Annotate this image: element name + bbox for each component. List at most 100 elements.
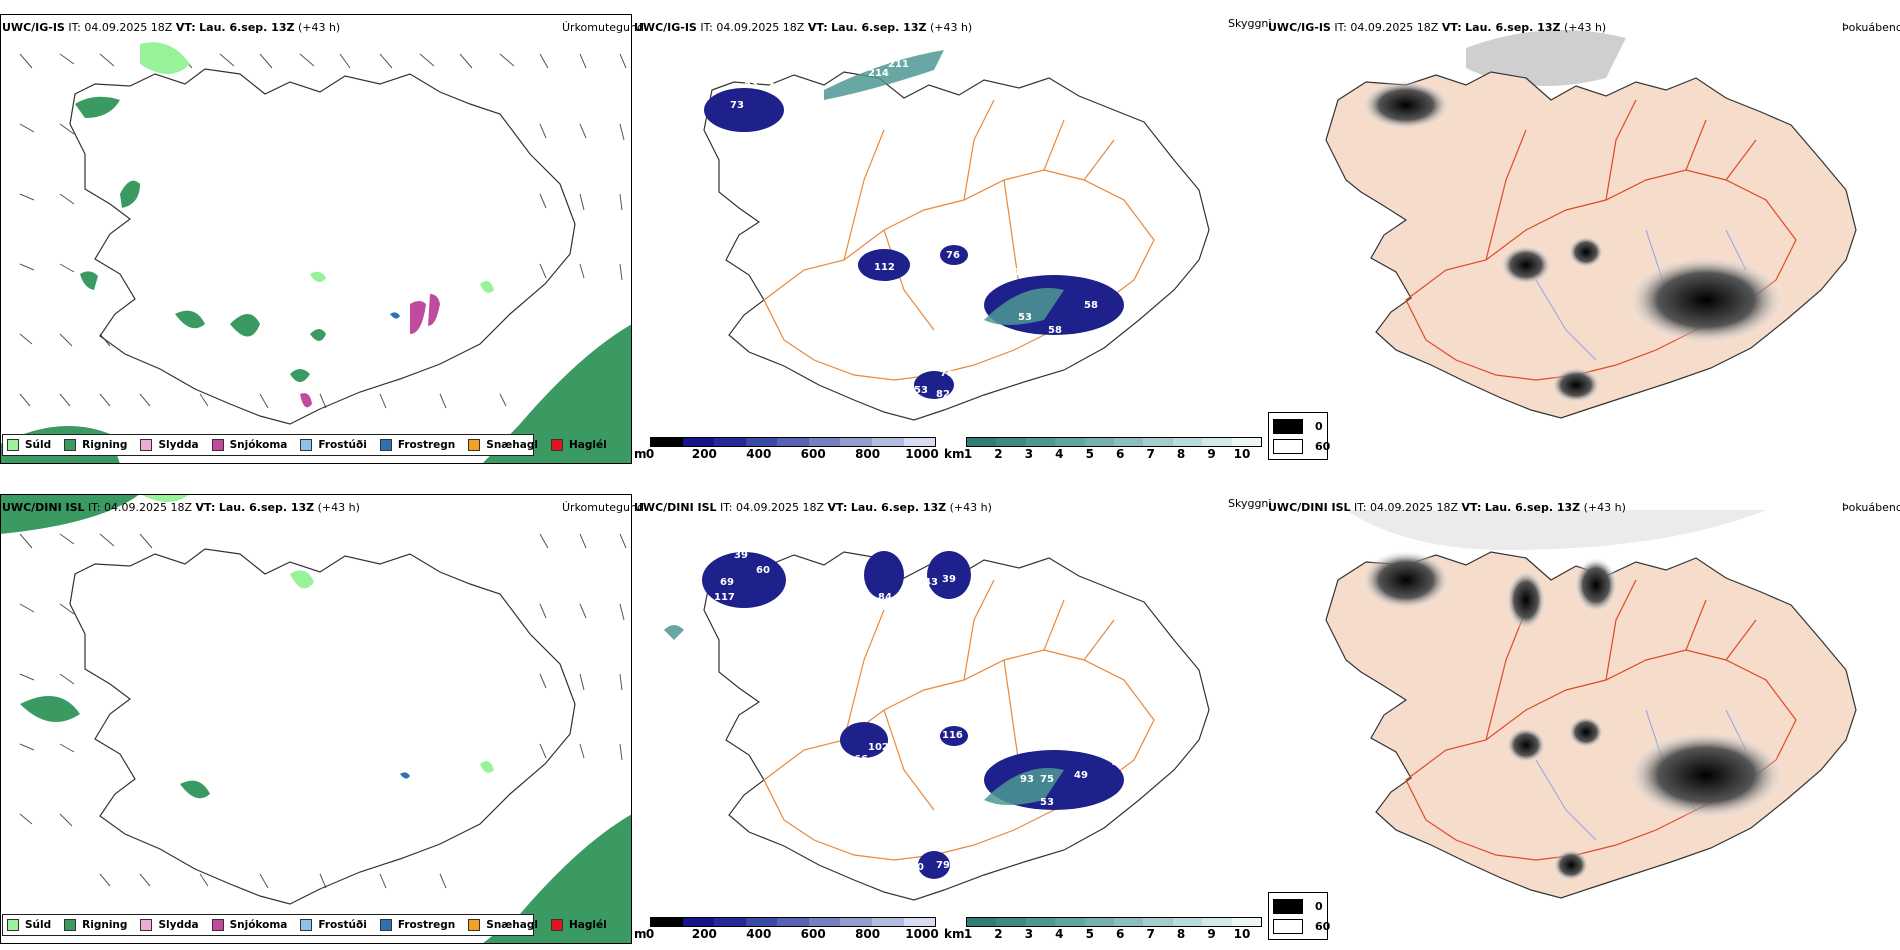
colorbar-segment <box>1055 918 1085 926</box>
colorbar-segment <box>1025 918 1056 926</box>
model-name: UWC/IG-IS <box>1268 21 1331 34</box>
precip-legend-bottom: Súld Rigning Slydda Snjókoma Frostúði Fr… <box>2 914 607 936</box>
visibility-tick: 8 <box>1176 447 1186 461</box>
colorbar-segment <box>1202 438 1232 446</box>
colorbar-segment <box>967 918 997 926</box>
visibility-tick: 9 <box>1207 927 1216 941</box>
colorbar-segment <box>808 438 841 446</box>
fog-legend-top: 0 60 <box>1268 412 1330 460</box>
snow-label: 79 <box>936 860 950 871</box>
vt-value: Lau. 6.sep. 13Z <box>850 501 947 514</box>
vt-label: VT: <box>195 501 216 514</box>
legend-label: Rigning <box>82 439 128 451</box>
fog-legend-label: 60 <box>1315 920 1331 933</box>
lead-time: (+43 h) <box>297 21 341 34</box>
precip-frame-top <box>0 14 632 464</box>
legend-label: Rigning <box>82 919 128 931</box>
legend-swatch <box>468 919 481 931</box>
legend-swatch <box>211 439 224 451</box>
visibility-tick: 3 <box>1024 447 1034 461</box>
it-value: 04.09.2025 18Z <box>104 501 193 514</box>
legend-item: Rigning <box>64 439 127 451</box>
snow-label: 53 <box>1040 797 1054 808</box>
legend-swatch <box>379 919 392 931</box>
precip-title-bottom: Úrkomutegund <box>562 501 644 514</box>
fog-title-top: Þokuábendi <box>1842 21 1900 34</box>
colorbar-segment <box>682 918 715 926</box>
visibility-tick: 8 <box>1176 927 1186 941</box>
header-snow-bottom: UWC/DINI ISL IT: 04.09.2025 18Z VT: Lau.… <box>634 501 992 514</box>
it-value: 04.09.2025 18Z <box>716 21 805 34</box>
legend-label: Frostúði <box>318 439 367 451</box>
visibility-tick: 1 <box>963 927 973 941</box>
legend-item: Súld <box>7 439 51 451</box>
elevation-tick: 0 <box>645 447 655 461</box>
visibility-tick: 5 <box>1085 447 1094 461</box>
fog-legend-swatch <box>1273 919 1303 934</box>
vt-label: VT: <box>827 501 848 514</box>
snow-label: 62 <box>944 602 958 613</box>
legend-swatch <box>379 439 392 451</box>
vt-value: Lau. 6.sep. 13Z <box>1465 21 1561 34</box>
snow-label: 49 <box>1074 770 1088 781</box>
legend-item: Súld <box>7 919 51 931</box>
model-name: UWC/IG-IS <box>2 21 65 34</box>
model-name: UWC/IG-IS <box>634 21 697 34</box>
visibility-tick: 6 <box>1116 927 1125 941</box>
fog-legend-item: 60 <box>1273 439 1330 454</box>
precip-panel-top: Súld Rigning Slydda Snjókoma Frostúði Fr… <box>0 14 632 464</box>
snow-label: 73 <box>730 100 744 111</box>
elevation-tick: 400 <box>746 927 772 941</box>
legend-label: Súld <box>25 439 52 451</box>
visibility-tick: 5 <box>1085 927 1094 941</box>
vt-value: Lau. 6.sep. 13Z <box>831 21 927 34</box>
snow-label: 84 <box>878 592 892 603</box>
snow-label: 116 <box>942 730 963 741</box>
fog-legend-bottom: 0 60 <box>1268 892 1331 940</box>
vt-label: VT: <box>807 21 828 34</box>
elevation-tick: 800 <box>855 927 881 941</box>
visibility-tick: 2 <box>994 447 1003 461</box>
fog-panel-top <box>1266 30 1900 430</box>
fog-map-bottom <box>1325 510 1857 899</box>
snow-label: 53 <box>744 79 758 90</box>
precip-map-top <box>0 42 632 464</box>
lead-time: (+43 h) <box>949 501 992 514</box>
elevation-unit: m <box>634 927 647 941</box>
colorbar-segment <box>903 438 936 446</box>
legend-item: Slydda <box>140 919 199 931</box>
it-label: IT: <box>88 501 101 514</box>
visibility-tick: 7 <box>1146 447 1155 461</box>
elevation-bar <box>650 917 936 927</box>
snow-label: 43 <box>924 577 938 588</box>
visibility-tick: 4 <box>1055 927 1064 941</box>
legend-item: Snjókoma <box>211 439 287 451</box>
precip-legend-top: Súld Rigning Slydda Snjókoma Frostúði Fr… <box>2 434 607 456</box>
colorbar-segment <box>1114 918 1144 926</box>
it-label: IT: <box>68 21 81 34</box>
header-precip-top: UWC/IG-IS IT: 04.09.2025 18Z VT: Lau. 6.… <box>2 21 340 34</box>
visibility-tick: 2 <box>994 927 1003 941</box>
it-value: 04.09.2025 18Z <box>1350 21 1439 34</box>
colorbar-segment <box>745 438 778 446</box>
colorbar-segment <box>714 438 746 446</box>
colorbar-segment <box>1172 438 1203 446</box>
lead-time: (+43 h) <box>929 21 973 34</box>
legend-label: Snæhagl <box>486 919 538 931</box>
legend-label: Frostúði <box>318 919 367 931</box>
elevation-tick: 200 <box>691 447 717 461</box>
colorbar-segment <box>903 918 936 926</box>
legend-item: Slydda <box>140 439 199 451</box>
snow-label: 69 <box>720 577 734 588</box>
colorbar-segment <box>1202 918 1232 926</box>
colorbar-segment <box>777 918 809 926</box>
model-name: UWC/DINI ISL <box>2 501 85 514</box>
legend-item: Snjókoma <box>211 919 287 931</box>
precip-title-top: Úrkomutegund <box>562 21 644 34</box>
snow-label: 211 <box>888 59 909 70</box>
snow-label: 75 <box>1040 774 1054 785</box>
snow-label: 93 <box>1020 774 1034 785</box>
model-name: UWC/DINI ISL <box>634 501 717 514</box>
visibility-unit: km <box>944 927 965 941</box>
legend-item: Haglél <box>550 919 607 931</box>
